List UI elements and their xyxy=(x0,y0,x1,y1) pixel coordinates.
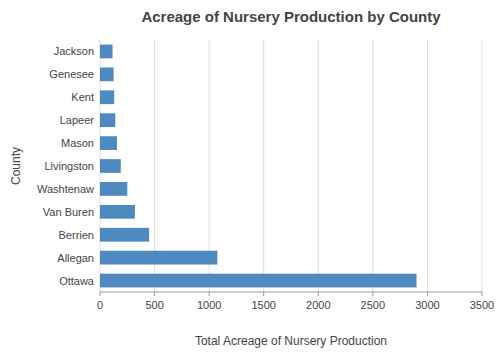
chart-svg: Acreage of Nursery Production by County 0… xyxy=(0,0,500,359)
category-label: Livingston xyxy=(44,160,94,172)
bar xyxy=(100,182,127,196)
tick-label: 2000 xyxy=(306,299,330,311)
category-label: Lapeer xyxy=(60,114,95,126)
grid-line xyxy=(263,40,264,292)
category-label: Berrien xyxy=(59,229,94,241)
bar xyxy=(100,205,135,219)
grid-line xyxy=(427,40,428,292)
tick-mark xyxy=(482,292,483,296)
bar xyxy=(100,90,114,104)
x-axis-label: Total Acreage of Nursery Production xyxy=(195,334,387,348)
tick-label: 0 xyxy=(97,299,103,311)
tick-label: 3000 xyxy=(415,299,439,311)
tick-mark xyxy=(154,292,155,296)
y-axis-label: County xyxy=(9,147,23,185)
x-axis-line xyxy=(100,292,482,293)
bar xyxy=(100,159,121,173)
bars xyxy=(100,45,417,288)
tick-label: 1500 xyxy=(251,299,275,311)
x-axis: 0 500 1000 1500 2000 2500 3000 3500 xyxy=(97,292,494,311)
chart-container: Acreage of Nursery Production by County 0… xyxy=(0,0,500,359)
bar xyxy=(100,136,117,150)
tick-mark xyxy=(372,292,373,296)
grid-line xyxy=(318,40,319,292)
bar xyxy=(100,274,417,288)
grid-line xyxy=(372,40,373,292)
category-label: Mason xyxy=(61,137,94,149)
tick-label: 2500 xyxy=(361,299,385,311)
category-label: Jackson xyxy=(54,45,94,57)
category-label: Van Buren xyxy=(43,206,94,218)
tick-label: 1000 xyxy=(197,299,221,311)
category-label: Ottawa xyxy=(59,275,95,287)
tick-label: 500 xyxy=(145,299,163,311)
grid-line xyxy=(482,40,483,292)
bar xyxy=(100,113,115,127)
tick-mark xyxy=(318,292,319,296)
grid xyxy=(100,40,482,292)
tick-mark xyxy=(263,292,264,296)
tick-mark xyxy=(209,292,210,296)
category-label: Kent xyxy=(71,91,94,103)
category-label: Washtenaw xyxy=(37,183,94,195)
tick-mark xyxy=(427,292,428,296)
chart-title: Acreage of Nursery Production by County xyxy=(141,8,441,25)
y-axis: Ottawa Allegan Berrien Van Buren Washtenaw Li… xyxy=(37,45,95,286)
bar xyxy=(100,251,217,265)
category-label: Allegan xyxy=(57,252,94,264)
category-label: Genesee xyxy=(49,68,94,80)
bar xyxy=(100,228,149,242)
bar xyxy=(100,67,114,81)
bar xyxy=(100,45,113,59)
tick-mark xyxy=(100,292,101,296)
tick-label: 3500 xyxy=(470,299,494,311)
